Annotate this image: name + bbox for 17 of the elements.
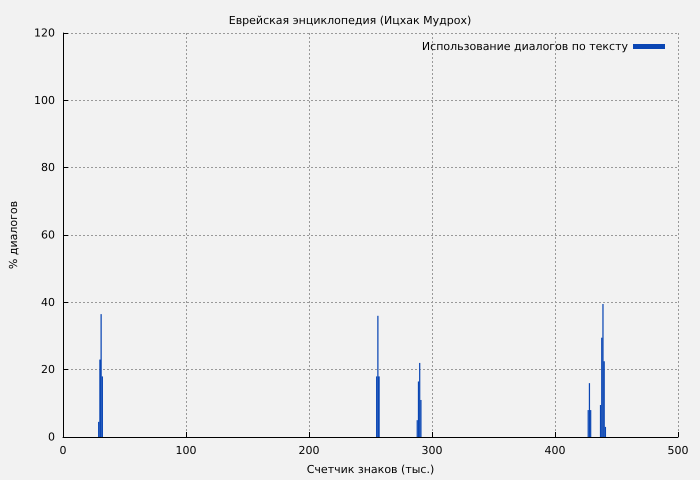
y-tick-label: 60 — [41, 228, 55, 242]
chart-title: Еврейская энциклопедия (Ицхак Мудрох) — [228, 14, 472, 27]
x-tick-label: 500 — [668, 444, 688, 457]
x-tick-label: 400 — [544, 444, 566, 457]
y-axis-title: % диалогов — [7, 200, 20, 270]
y-tick-label: 20 — [41, 363, 55, 376]
x-axis-title: Счетчик знаков (тыс.) — [306, 463, 434, 476]
x-tick-label: 0 — [60, 444, 66, 457]
y-tick-label: 100 — [34, 94, 55, 107]
y-tick-label: 120 — [34, 26, 55, 40]
y-tick-label: 40 — [41, 296, 55, 309]
legend-label: Использование диалогов по тексту — [422, 40, 628, 53]
x-tick-label: 200 — [298, 444, 320, 457]
y-tick-label: 0 — [48, 430, 55, 444]
x-tick-label: 300 — [422, 444, 442, 457]
x-tick-label: 100 — [176, 444, 196, 457]
y-tick-label: 80 — [41, 161, 55, 174]
